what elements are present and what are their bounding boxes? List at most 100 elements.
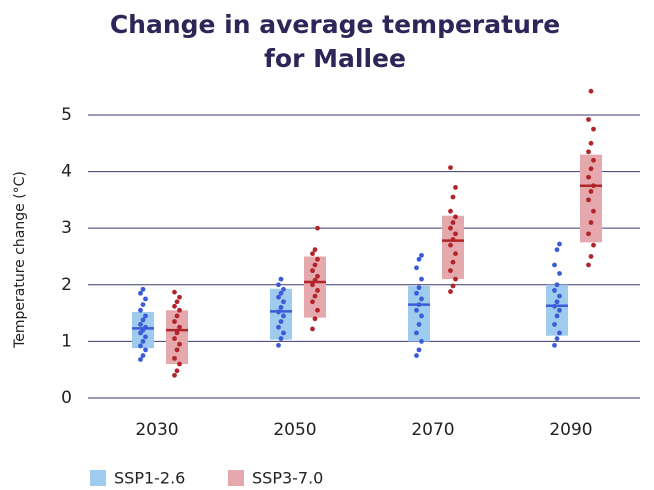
point — [312, 247, 318, 253]
point — [557, 271, 562, 276]
x-tick-label: 2030 — [135, 420, 178, 440]
point — [138, 357, 143, 362]
point — [416, 322, 422, 327]
point — [310, 326, 315, 332]
range-box — [408, 285, 430, 342]
point — [174, 299, 180, 305]
point — [315, 307, 320, 313]
point — [416, 256, 422, 262]
legend-label: SSP3-7.0 — [252, 469, 323, 488]
point — [278, 319, 284, 324]
point — [586, 197, 591, 203]
range-box — [270, 288, 292, 340]
point — [281, 330, 286, 336]
point — [140, 317, 146, 323]
point — [172, 336, 177, 341]
point — [143, 347, 148, 353]
point — [143, 313, 148, 319]
range-box — [304, 256, 326, 318]
point — [557, 307, 562, 313]
point — [177, 294, 182, 300]
point — [414, 307, 419, 313]
point — [591, 208, 596, 214]
point — [310, 268, 315, 274]
point — [174, 368, 180, 374]
point — [177, 307, 182, 313]
point — [177, 324, 182, 330]
point — [448, 268, 453, 274]
point — [453, 231, 458, 237]
point — [416, 347, 422, 353]
point — [557, 330, 562, 336]
point — [177, 361, 182, 367]
point — [419, 296, 424, 302]
range-box — [166, 310, 188, 365]
point — [138, 307, 143, 313]
point — [143, 334, 148, 340]
point — [315, 288, 320, 293]
point — [315, 225, 320, 231]
point — [450, 220, 456, 225]
y-tick-label: 4 — [61, 162, 72, 182]
point — [414, 353, 419, 358]
point — [450, 194, 456, 200]
point — [278, 276, 284, 282]
point — [588, 254, 594, 259]
point — [586, 174, 591, 180]
point — [276, 294, 281, 300]
point — [278, 305, 284, 310]
y-tick-label: 5 — [61, 105, 72, 125]
point — [588, 140, 594, 146]
point — [276, 282, 281, 288]
y-tick-label: 2 — [61, 275, 72, 295]
legend-swatch — [90, 470, 106, 486]
y-axis-label: Temperature change (°C) — [12, 171, 28, 349]
point — [140, 338, 146, 344]
point — [419, 252, 424, 258]
point — [140, 286, 146, 292]
point — [315, 256, 320, 262]
point — [554, 282, 560, 288]
point — [172, 319, 177, 324]
point — [138, 343, 143, 349]
x-tick-label: 2050 — [273, 420, 316, 440]
point — [138, 322, 143, 327]
point — [419, 338, 424, 344]
range-box — [546, 284, 568, 336]
point — [143, 296, 148, 302]
point — [312, 293, 318, 299]
point — [276, 342, 281, 348]
point — [591, 126, 596, 132]
point — [174, 313, 180, 319]
point — [552, 322, 557, 327]
x-tick-label: 2070 — [411, 420, 454, 440]
point — [591, 242, 596, 248]
point — [278, 336, 284, 341]
point — [419, 313, 424, 319]
point — [276, 324, 281, 330]
point — [586, 117, 591, 122]
point — [588, 220, 594, 225]
point — [557, 293, 562, 299]
point — [172, 289, 177, 295]
point — [453, 185, 458, 190]
range-box — [580, 154, 602, 243]
point — [448, 289, 453, 294]
point — [174, 330, 180, 336]
point — [552, 342, 557, 348]
point — [554, 247, 560, 253]
point — [453, 214, 458, 220]
point — [419, 276, 424, 282]
range-box — [442, 215, 464, 280]
x-tick-label: 2090 — [549, 420, 592, 440]
point — [552, 288, 557, 293]
point — [174, 347, 180, 353]
point — [450, 283, 456, 289]
legend-swatch — [228, 470, 244, 486]
point — [315, 273, 320, 279]
point — [414, 290, 419, 296]
point — [281, 313, 286, 319]
point — [172, 303, 177, 309]
